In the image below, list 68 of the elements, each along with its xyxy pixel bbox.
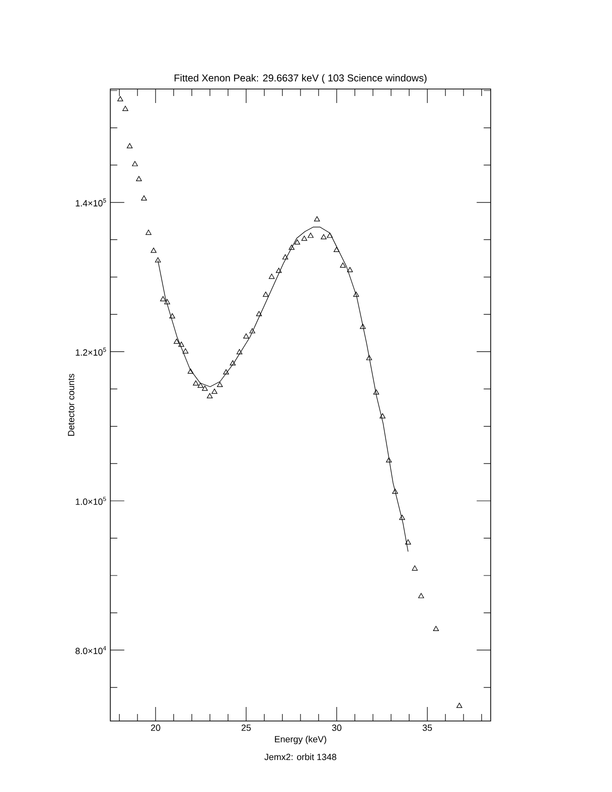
- point: [399, 514, 406, 520]
- point: [380, 413, 386, 418]
- point: [141, 195, 147, 200]
- point: [192, 380, 199, 386]
- x-tick-label: 35: [422, 724, 432, 731]
- point: [301, 236, 308, 241]
- point: [276, 268, 282, 273]
- y-tick-label: 1.0×10$^{5}$: [76, 496, 106, 505]
- point: [268, 274, 275, 279]
- point: [243, 333, 250, 339]
- point: [288, 244, 295, 250]
- point: [169, 313, 176, 318]
- point: [418, 593, 424, 598]
- point: [182, 348, 188, 354]
- point: [117, 96, 124, 102]
- point: [262, 292, 269, 297]
- point: [405, 539, 411, 544]
- point: [334, 246, 340, 252]
- x-tick-label: 25: [242, 724, 251, 731]
- point: [188, 368, 194, 374]
- point: [282, 254, 288, 260]
- point: [155, 257, 161, 262]
- point: [174, 338, 180, 344]
- point: [202, 386, 208, 391]
- x-tick-label: 30: [332, 724, 342, 731]
- point: [256, 311, 262, 316]
- point: [178, 342, 184, 347]
- point: [122, 106, 128, 111]
- x-tick-label: 20: [151, 724, 160, 731]
- point: [236, 349, 242, 354]
- chart-title: Fitted Xenon Peak: 29.6637 keV ( 103 Science windows): [174, 74, 426, 84]
- x-axis-title: Energy (keV): [274, 736, 326, 744]
- point: [126, 143, 133, 148]
- point: [223, 369, 229, 374]
- point: [164, 299, 170, 304]
- point: [347, 267, 353, 272]
- point: [456, 702, 462, 708]
- point: [206, 393, 213, 398]
- point: [392, 488, 398, 494]
- point: [326, 232, 333, 238]
- point: [386, 457, 392, 462]
- point: [340, 262, 346, 268]
- y-tick-label: 1.4×10$^{5}$: [76, 198, 106, 206]
- point: [212, 388, 218, 394]
- y-tick-label: 1.2×10$^{5}$: [76, 348, 106, 356]
- text: Jemx2: orbit 1348: [264, 754, 336, 760]
- point: [360, 324, 366, 329]
- point: [353, 292, 360, 297]
- y-tick-label: 8.0×10$^{4}$: [76, 646, 106, 654]
- point: [366, 355, 372, 360]
- point: [160, 296, 166, 302]
- point: [320, 234, 327, 240]
- point: [294, 239, 300, 245]
- point: [373, 389, 380, 394]
- point: [249, 328, 256, 334]
- point: [198, 382, 204, 388]
- y-axis-title: Detector counts: [68, 374, 74, 436]
- point: [216, 382, 223, 388]
- point: [150, 248, 156, 253]
- point: [308, 232, 314, 238]
- point: [230, 360, 236, 366]
- point: [412, 565, 418, 571]
- point: [132, 161, 138, 166]
- point: [136, 176, 142, 182]
- point: [433, 626, 439, 632]
- point: [314, 216, 320, 222]
- line-series: [158, 226, 408, 552]
- point: [146, 230, 152, 235]
